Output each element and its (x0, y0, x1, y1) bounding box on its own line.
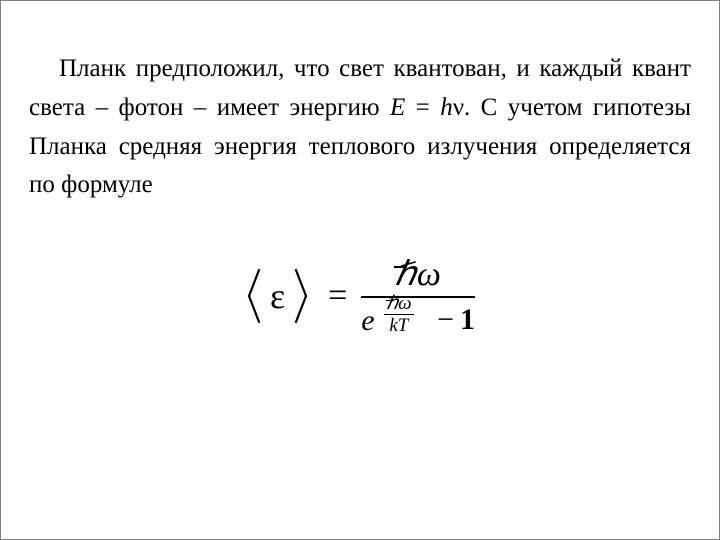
equals-sign: = (314, 277, 357, 315)
text-run-nu: ν (453, 94, 464, 121)
main-fraction-numerator: ℏω (361, 255, 475, 298)
formula-container: ε = ℏω e ℏω (29, 255, 691, 336)
body-paragraph: Планк предположил, что свет квантован, и… (29, 50, 691, 205)
right-angle-bracket-icon (292, 268, 310, 324)
e-base: e (361, 306, 374, 336)
main-fraction: ℏω e ℏω kT −1 (361, 255, 475, 336)
main-fraction-denominator: e ℏω kT −1 (361, 298, 475, 336)
exponent-denominator: kT (384, 315, 413, 335)
text-run-E: E (390, 94, 405, 121)
left-angle-bracket-icon (245, 268, 263, 324)
text-run-eq: = (405, 94, 440, 121)
epsilon-symbol: ε (267, 275, 288, 317)
document-page: Планк предположил, что свет квантован, и… (0, 0, 720, 540)
exponent-numerator: ℏω (384, 294, 413, 315)
text-run-h: h (440, 94, 453, 121)
planck-mean-energy-formula: ε = ℏω e ℏω (245, 255, 475, 336)
exponent-fraction: ℏω kT (384, 294, 413, 335)
hbar-small-icon: ℏ (386, 294, 398, 313)
hbar-large-icon: ℏ (394, 255, 417, 294)
minus-one: −1 (431, 305, 475, 335)
